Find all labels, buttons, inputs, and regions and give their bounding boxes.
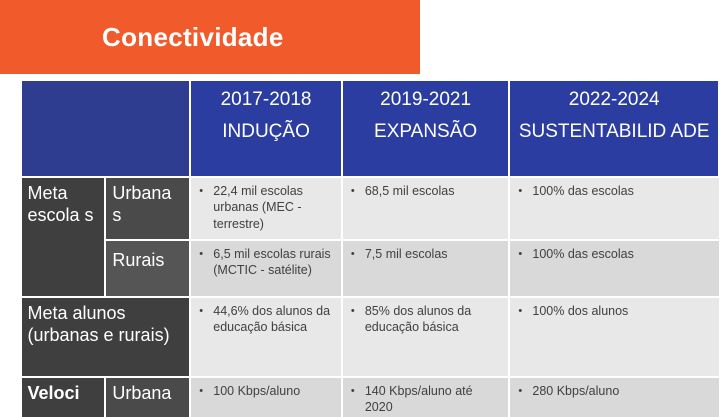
cell-text: 7,5 mil escolas bbox=[344, 242, 509, 263]
header-col-1: 2017-2018 INDUÇÃO bbox=[189, 80, 343, 177]
cell-text: 100% das escolas bbox=[511, 179, 719, 200]
table-cell: 100% dos alunos bbox=[508, 295, 719, 377]
header-phase: INDUÇÃO bbox=[222, 120, 310, 142]
header-col-2: 2019-2021 EXPANSÃO bbox=[340, 80, 511, 177]
cell-text: 6,5 mil escolas rurais (MCTIC - satélite… bbox=[192, 242, 341, 279]
row-label-velocidade: Veloci bbox=[21, 375, 107, 417]
header-years: 2019-2021 bbox=[380, 88, 472, 110]
table-cell: 22,4 mil escolas urbanas (MEC - terrestr… bbox=[189, 175, 342, 240]
row-sublabel-rurais: Rurais bbox=[105, 238, 192, 297]
cell-text: 280 Kbps/aluno bbox=[511, 379, 719, 400]
header-years: 2022-2024 bbox=[568, 88, 660, 110]
title-bar: Conectividade bbox=[0, 0, 420, 74]
cell-text: 22,4 mil escolas urbanas (MEC - terrestr… bbox=[192, 179, 341, 233]
cell-text: 100 Kbps/aluno bbox=[192, 379, 341, 400]
cell-text: 100% dos alunos bbox=[511, 299, 719, 320]
table-cell: 85% dos alunos da educação básica bbox=[340, 295, 510, 377]
table-cell: 68,5 mil escolas bbox=[340, 175, 510, 240]
table-cell: 100% das escolas bbox=[508, 238, 719, 297]
table-row: Meta alunos (urbanas e rurais) 44,6% dos… bbox=[21, 295, 719, 377]
header-phase: EXPANSÃO bbox=[374, 120, 478, 142]
connectivity-table: 2017-2018 INDUÇÃO 2019-2021 EXPANSÃO 202… bbox=[21, 80, 720, 417]
table-cell: 7,5 mil escolas bbox=[340, 238, 510, 297]
table-cell: 6,5 mil escolas rurais (MCTIC - satélite… bbox=[189, 238, 342, 297]
header-phase: SUSTENTABILID ADE bbox=[518, 120, 710, 142]
cell-text: 44,6% dos alunos da educação básica bbox=[192, 299, 341, 336]
table-cell: 100 Kbps/aluno bbox=[189, 375, 342, 417]
header-corner bbox=[21, 80, 191, 177]
cell-text: 100% das escolas bbox=[511, 242, 719, 263]
cell-text: 68,5 mil escolas bbox=[344, 179, 509, 200]
row-sublabel-velocidade-urbana: Urbana bbox=[105, 375, 192, 417]
header-col-3: 2022-2024 SUSTENTABILID ADE bbox=[508, 80, 720, 177]
table-cell: 44,6% dos alunos da educação básica bbox=[189, 295, 342, 377]
slide-title: Conectividade bbox=[102, 22, 284, 52]
table-cell: 100% das escolas bbox=[508, 175, 719, 240]
cell-text: 85% dos alunos da educação básica bbox=[344, 299, 509, 336]
row-label-meta-alunos: Meta alunos (urbanas e rurais) bbox=[21, 295, 192, 377]
row-label-meta-escolas: Meta escola s bbox=[21, 175, 107, 297]
header-row: 2017-2018 INDUÇÃO 2019-2021 EXPANSÃO 202… bbox=[21, 80, 720, 177]
table-cell: 140 Kbps/aluno até 2020 bbox=[340, 375, 510, 417]
table-row: Rurais 6,5 mil escolas rurais (MCTIC - s… bbox=[22, 238, 719, 297]
row-sublabel-urbanas: Urbana s bbox=[105, 175, 192, 240]
cell-text: 140 Kbps/aluno até 2020 bbox=[344, 379, 509, 416]
table-row: Veloci Urbana 100 Kbps/aluno 140 Kbps/al… bbox=[21, 375, 719, 417]
header-years: 2017-2018 bbox=[220, 88, 312, 110]
table-cell: 280 Kbps/aluno bbox=[508, 375, 719, 417]
table-row: Meta escola s Urbana s 22,4 mil escolas … bbox=[21, 175, 719, 297]
